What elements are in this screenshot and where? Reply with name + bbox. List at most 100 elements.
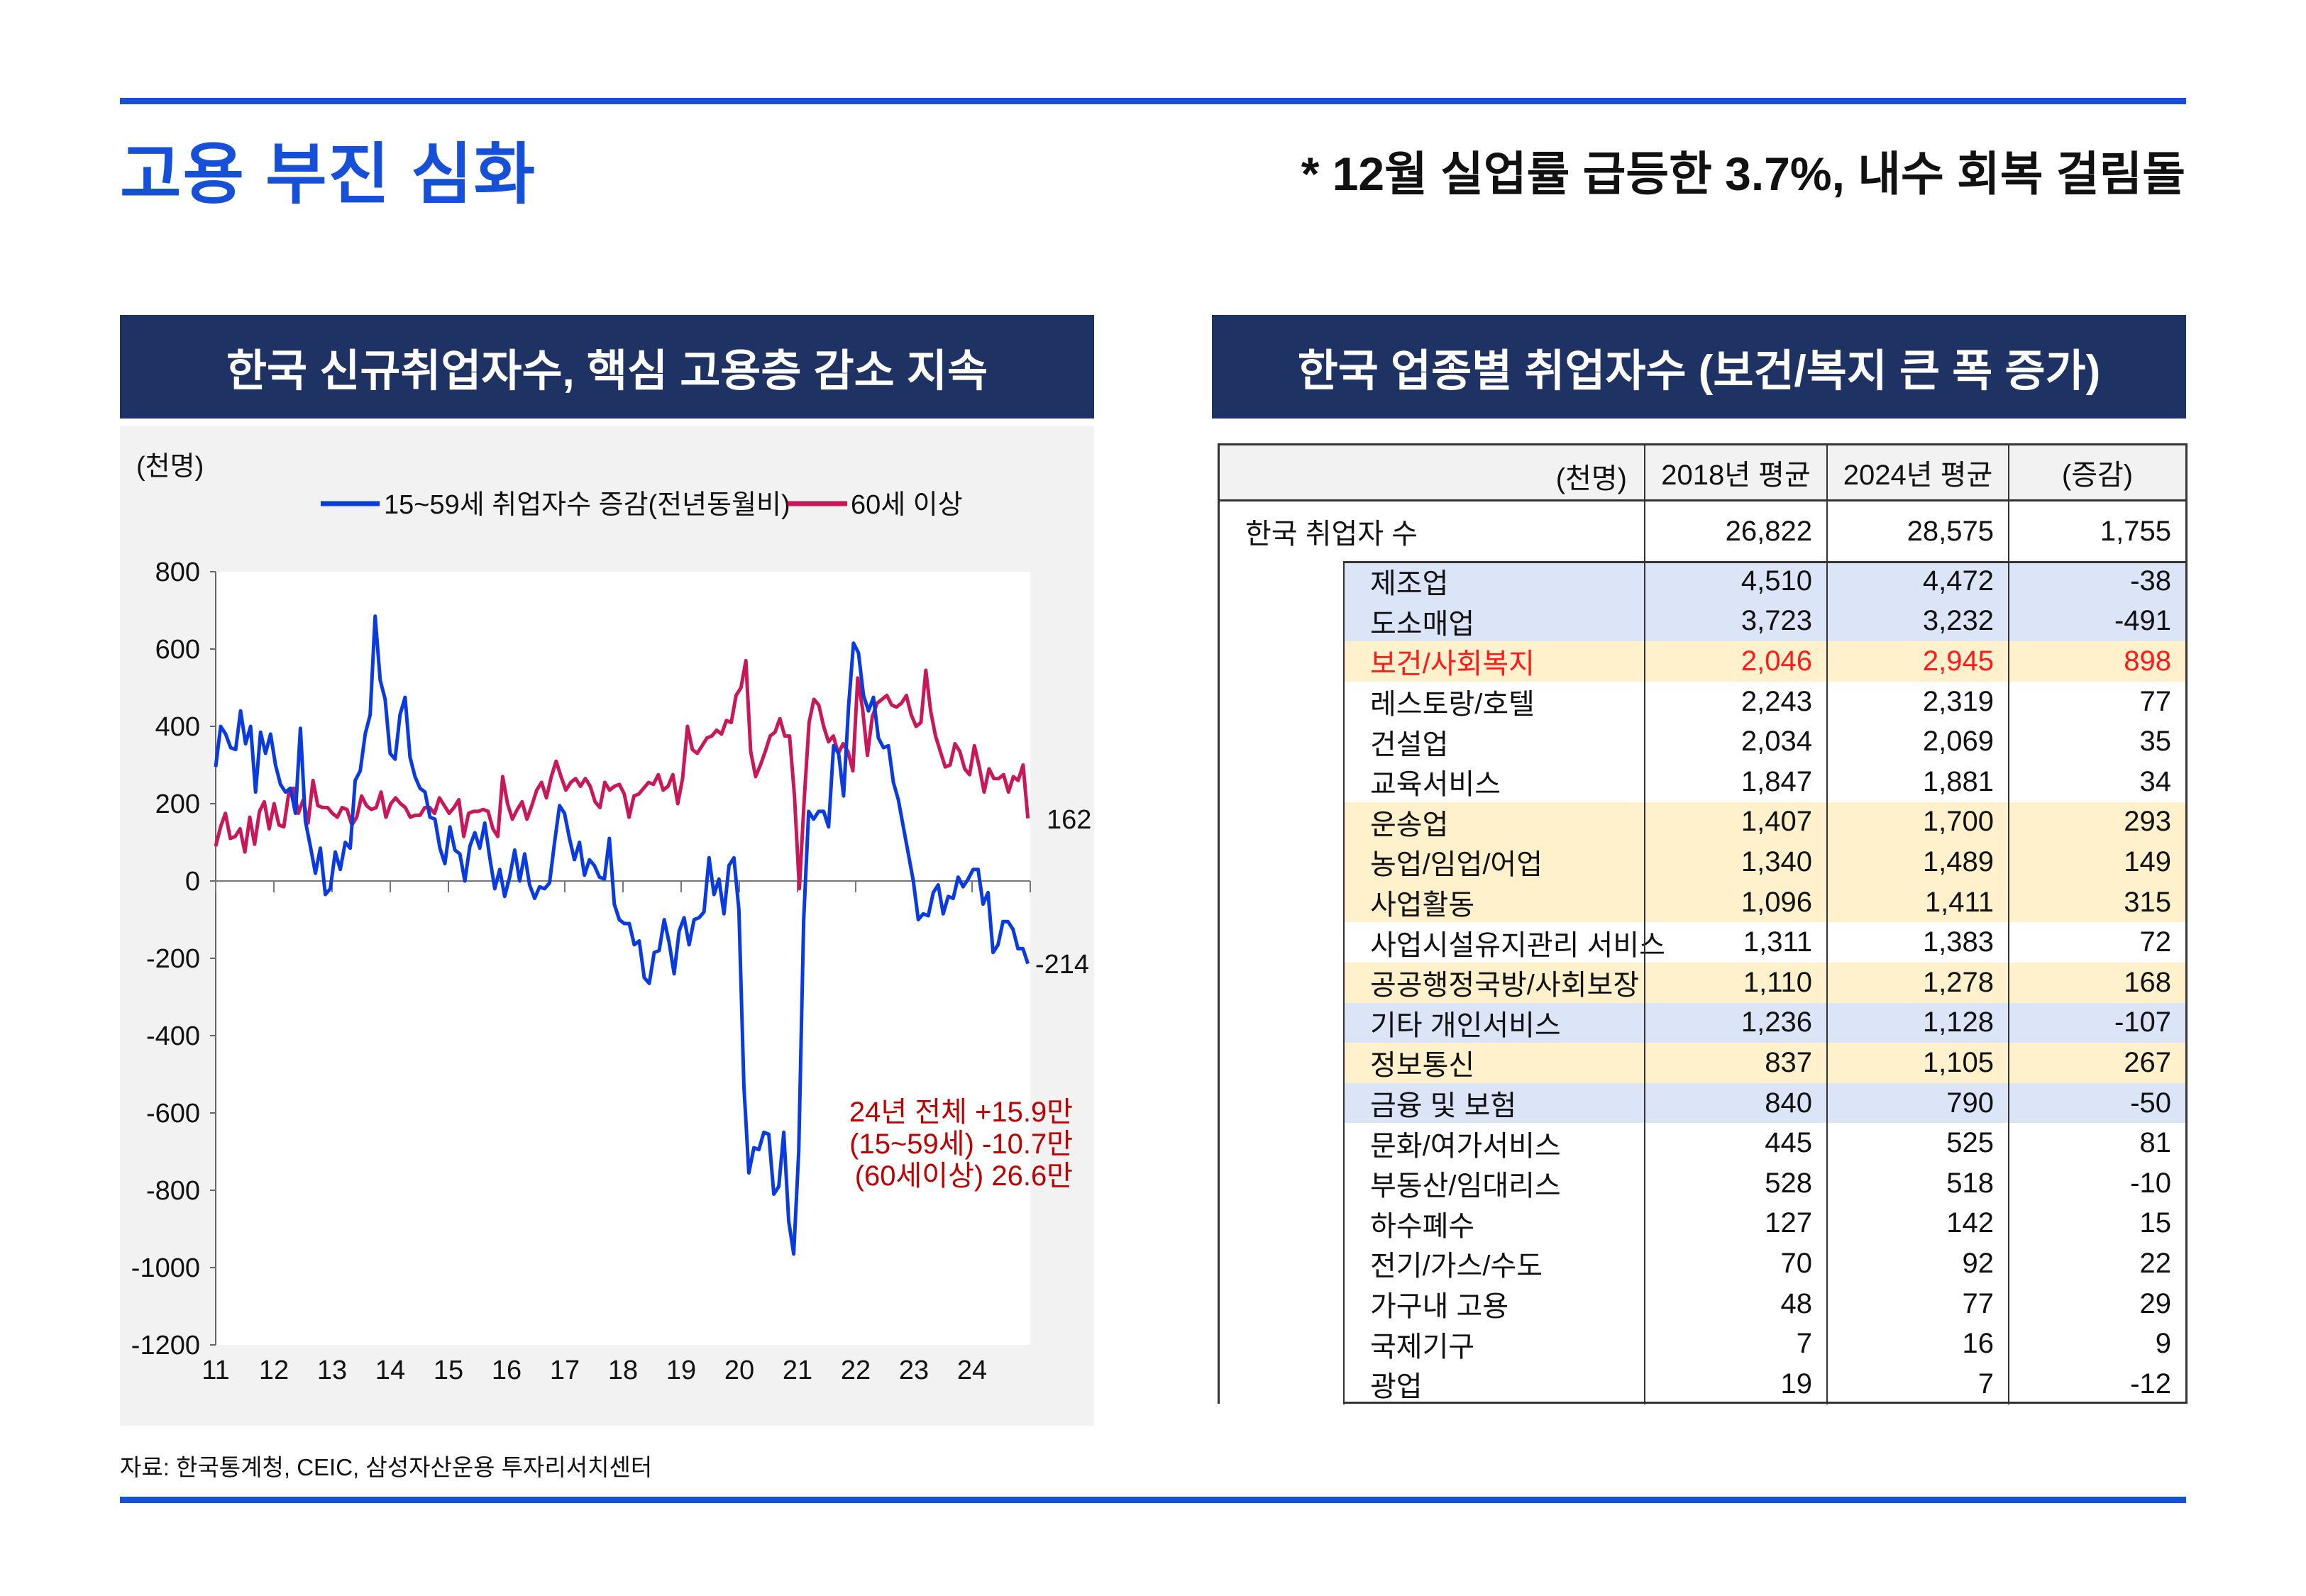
row-v2018: 1,407 (1644, 802, 1826, 843)
x-tick-label: 22 (841, 1356, 871, 1385)
row-v2018: 445 (1644, 1123, 1826, 1163)
row-diff: -38 (2008, 561, 2185, 602)
x-tick-label: 15 (434, 1356, 463, 1385)
divider (1343, 561, 2185, 563)
source-note: 자료: 한국통계청, CEIC, 삼성자산운용 투자리서치센터 (120, 1454, 653, 1480)
row-v2018: 1,847 (1644, 762, 1826, 802)
indent-spacer (1220, 1283, 1343, 1324)
table-row: 정보통신 837 1,105 267 (1220, 1043, 2185, 1083)
column-header: (증감) (2008, 445, 2185, 499)
row-label: 금융 및 보험 (1370, 1090, 1517, 1122)
row-label: 운송업 (1370, 809, 1449, 841)
table-row: 운송업 1,407 1,700 293 (1220, 802, 2185, 843)
y-tick-label: -600 (146, 1099, 200, 1129)
x-tick-label: 21 (783, 1356, 812, 1385)
row-label: 기타 개인서비스 (1370, 1009, 1561, 1041)
indent-spacer (1220, 1324, 1343, 1364)
indent-spacer (1220, 963, 1343, 1003)
row-body: 농업/임업/어업 1,340 1,489 149 (1343, 842, 2185, 882)
right-panel-header: 한국 업종별 취업자수 (보건/복지 큰 폭 증가) (1212, 315, 2186, 419)
table-row: 교육서비스 1,847 1,881 34 (1220, 762, 2185, 802)
row-v2018: 7 (1644, 1324, 1826, 1364)
row-body: 문화/여가서비스 445 525 81 (1343, 1123, 2185, 1163)
row-label: 교육서비스 (1370, 769, 1501, 801)
row-v2018: 840 (1644, 1082, 1826, 1124)
series-group (214, 614, 1030, 1256)
table-header-row: (천명) 2018년 평균 2024년 평균 (증감) (1220, 445, 2185, 501)
row-body: 전기/가스/수도 70 92 22 (1343, 1243, 2185, 1284)
left-panel-header: 한국 신규취업자수, 핵심 고용층 감소 지속 (120, 315, 1094, 419)
row-body: 광업 19 7 -12 (1343, 1364, 2185, 1404)
row-body: 제조업 4,510 4,472 -38 (1343, 561, 2185, 602)
row-body: 기타 개인서비스 1,236 1,128 -107 (1343, 1002, 2185, 1043)
row-v2018: 48 (1644, 1283, 1826, 1324)
row-v2024: 2,945 (1826, 641, 2008, 682)
row-diff: -491 (2008, 601, 2185, 642)
row-diff: 34 (2008, 762, 2185, 802)
y-tick-label: 0 (185, 867, 200, 897)
y-tick-label: 600 (155, 635, 200, 665)
row-body: 가구내 고용 48 77 29 (1343, 1283, 2185, 1324)
row-body: 국제기구 7 16 9 (1343, 1324, 2185, 1364)
row-v2018: 837 (1644, 1043, 1826, 1083)
table-row: 보건/사회복지 2,046 2,945 898 (1220, 641, 2185, 682)
series-line-15-59 (214, 614, 1030, 1256)
x-tick-label: 13 (317, 1356, 347, 1385)
row-v2024: 525 (1826, 1123, 2008, 1163)
row-body: 보건/사회복지 2,046 2,945 898 (1343, 641, 2185, 682)
row-diff: -10 (2008, 1163, 2185, 1204)
table-row: 도소매업 3,723 3,232 -491 (1220, 601, 2185, 642)
y-axis: 800 600 400 200 0 -200 -400 -600 -800 -1000 -1200 (131, 558, 216, 1361)
left-panel-title: 한국 신규취업자수, 핵심 고용층 감소 지속 (226, 347, 988, 396)
row-diff: 267 (2008, 1043, 2185, 1083)
y-tick-label: -200 (146, 944, 200, 974)
row-v2024: 1,700 (1826, 802, 2008, 843)
row-v2024: 1,383 (1826, 922, 2008, 963)
table-row: 건설업 2,034 2,069 35 (1220, 721, 2185, 762)
row-v2024: 77 (1826, 1283, 2008, 1324)
row-body: 하수폐수 127 142 15 (1343, 1203, 2185, 1244)
row-v2024: 518 (1826, 1163, 2008, 1204)
indent-spacer (1220, 882, 1343, 923)
row-label: 부동산/임대리스 (1370, 1170, 1561, 1202)
x-tick-label: 11 (202, 1356, 229, 1385)
row-diff: 29 (2008, 1283, 2185, 1324)
x-tick-label: 24 (957, 1356, 987, 1385)
row-diff: 77 (2008, 681, 2185, 722)
row-v2024: 92 (1826, 1243, 2008, 1284)
end-label-60plus: 162 (1047, 805, 1091, 835)
row-diff: 168 (2008, 963, 2185, 1003)
row-v2024: 7 (1826, 1364, 2008, 1404)
indent-spacer (1220, 681, 1343, 722)
total-2024: 28,575 (1826, 501, 2008, 561)
indent-spacer (1220, 1043, 1343, 1083)
table-row: 부동산/임대리스 528 518 -10 (1220, 1163, 2185, 1204)
row-label: 농업/임업/어업 (1370, 849, 1543, 881)
row-label: 도소매업 (1370, 608, 1475, 640)
indent-spacer (1220, 1163, 1343, 1204)
employment-chart: (천명) 15~59세 취업자수 증감(전년동월비) 60세 이상 800 600… (120, 426, 1094, 1426)
row-body: 도소매업 3,723 3,232 -491 (1343, 601, 2185, 642)
x-tick-label: 20 (724, 1356, 754, 1385)
row-v2018: 1,110 (1644, 963, 1826, 1003)
annotation: 24년 전체 +15.9만 (15~59세) -10.7만 (60세이상) 26… (849, 1097, 1073, 1192)
y-tick-label: 800 (155, 558, 200, 587)
y-tick-label: 400 (155, 712, 200, 742)
row-diff: -50 (2008, 1082, 2185, 1124)
row-label: 전기/가스/수도 (1370, 1251, 1543, 1282)
y-tick-label: -1000 (131, 1253, 200, 1283)
row-v2024: 790 (1826, 1082, 2008, 1124)
row-label: 건설업 (1370, 728, 1449, 760)
table-row: 레스토랑/호텔 2,243 2,319 77 (1220, 681, 2185, 722)
table-row: 기타 개인서비스 1,236 1,128 -107 (1220, 1002, 2185, 1043)
row-body: 사업활동 1,096 1,411 315 (1343, 882, 2185, 923)
row-body: 공공행정국방/사회보장 1,110 1,278 168 (1343, 963, 2185, 1003)
table-row: 사업시설유지관리 서비스 1,311 1,383 72 (1220, 922, 2185, 963)
table-row: 문화/여가서비스 445 525 81 (1220, 1123, 2185, 1163)
row-v2024: 2,319 (1826, 681, 2008, 722)
row-v2024: 2,069 (1826, 721, 2008, 762)
row-body: 금융 및 보험 840 790 -50 (1343, 1082, 2185, 1124)
x-tick-label: 17 (550, 1356, 580, 1385)
row-label: 정보통신 (1370, 1050, 1475, 1082)
table-total-row: 한국 취업자 수 26,822 28,575 1,755 (1220, 501, 2185, 561)
